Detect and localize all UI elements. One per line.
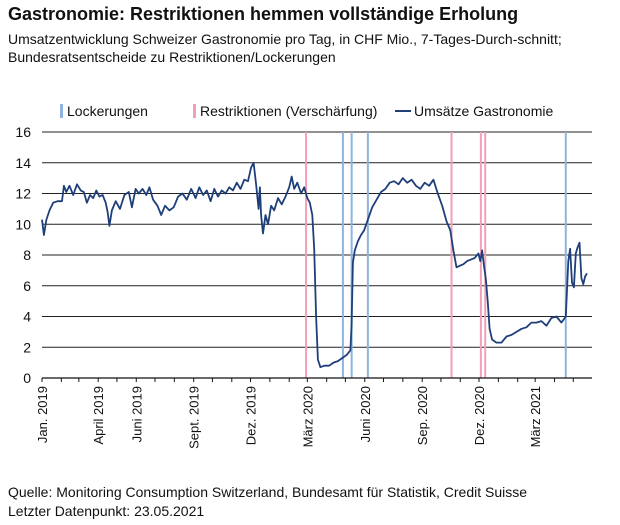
legend: Lockerungen Restriktionen (Verschärfung)… (60, 103, 553, 119)
legend-swatch-restriktionen (193, 104, 196, 118)
x-tick-label: Jan. 2019 (35, 386, 50, 443)
x-tick-label: Dez. 2019 (244, 386, 259, 445)
series-line-umsaetze (41, 161, 588, 369)
y-tick-label: 14 (15, 155, 31, 171)
legend-label-restriktionen: Restriktionen (Verschärfung) (200, 103, 377, 119)
source-note: Quelle: Monitoring Consumption Switzerla… (8, 484, 528, 500)
y-tick-label: 0 (23, 370, 31, 386)
x-tick-label: März 2020 (300, 386, 315, 447)
series-group (41, 161, 588, 369)
y-tick-label: 16 (15, 124, 31, 140)
x-tick-label: Sep. 2020 (415, 386, 430, 445)
x-axis: Jan. 2019 April 2019 Juni 2019 Sept. 2019 De… (35, 377, 592, 449)
y-tick-label: 8 (23, 247, 31, 263)
y-tick-label: 2 (23, 339, 31, 355)
x-tick-label: Dez. 2020 (472, 386, 487, 445)
legend-label-lockerungen: Lockerungen (67, 103, 148, 119)
x-tick-label: Juni 2020 (358, 386, 373, 442)
last-datapoint-note: Letzter Datenpunkt: 23.05.2021 (8, 503, 205, 519)
gridlines (42, 131, 592, 348)
y-tick-label: 12 (15, 186, 31, 202)
chart-subtitle: Umsatzentwicklung Schweizer Gastronomie … (8, 31, 562, 65)
chart-title: Gastronomie: Restriktionen hemmen vollst… (8, 4, 519, 24)
x-tick-label: Juni 2019 (129, 386, 144, 442)
x-tick-label: April 2019 (91, 386, 106, 445)
x-tick-label: Sept. 2019 (187, 386, 202, 449)
y-tick-label: 10 (15, 216, 31, 232)
y-tick-label: 4 (23, 309, 31, 325)
y-tick-label: 6 (23, 278, 31, 294)
y-axis: 0 2 4 6 8 10 12 14 16 (15, 124, 31, 386)
x-tick-label: März 2021 (528, 386, 543, 447)
legend-label-umsaetze: Umsätze Gastronomie (414, 103, 553, 119)
chart: Lockerungen Restriktionen (Verschärfung)… (15, 103, 592, 449)
legend-swatch-lockerungen (60, 104, 63, 118)
